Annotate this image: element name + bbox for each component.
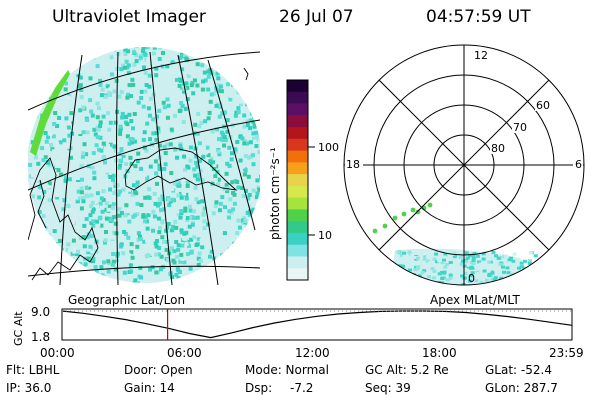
glon-info: GLon: 287.7: [485, 381, 558, 395]
colorbar-segment: [287, 209, 308, 222]
mlt-12-label: 12: [474, 49, 488, 62]
colorbar-segment: [287, 162, 308, 175]
mlat-80-label: 80: [491, 142, 505, 155]
chart-frame: [61, 308, 573, 341]
gain-info: Gain: 14: [124, 381, 175, 395]
date-label: 26 Jul 07: [279, 7, 354, 27]
mlt-6-label: 6: [575, 158, 582, 171]
ip-info: IP: 36.0: [6, 381, 52, 395]
right-panel-title: Apex MLat/MLT: [430, 293, 520, 307]
left-panel-title: Geographic Lat/Lon: [68, 293, 185, 307]
colorbar-segment: [287, 174, 308, 187]
colorbar-segment: [287, 244, 308, 257]
x-tick-2359: 23:59: [549, 346, 584, 360]
y-axis-label: GC Alt: [12, 311, 25, 346]
colorbar-segment: [287, 80, 308, 93]
colorbar-segment: [287, 127, 308, 140]
mlt-0-label: 0: [468, 272, 475, 285]
time-label: 04:57:59 UT: [426, 7, 531, 27]
dsp-label: Dsp:: [245, 381, 273, 395]
colorbar-unit-label: photon cm⁻²s⁻¹: [268, 147, 282, 240]
green-band: [30, 70, 70, 156]
dsp-value: -7.2: [290, 381, 314, 395]
glat-info: GLat: -52.4: [485, 363, 552, 377]
mlt-18-label: 18: [346, 158, 360, 171]
colorbar-frame: [286, 79, 309, 281]
mlat-60-label: 60: [536, 99, 550, 112]
colorbar-segment: [287, 197, 308, 210]
colorbar-segment: [287, 91, 308, 105]
colorbar-segment: [287, 268, 308, 281]
mode-info: Mode: Normal: [245, 363, 329, 377]
mlat-70-label: 70: [513, 121, 527, 134]
polar-plot: 12 18 6 0 60 70 80: [343, 44, 585, 286]
colorbar-segment: [287, 115, 308, 128]
colorbar-label-10: 10: [318, 229, 332, 242]
altitude-series-line: [61, 310, 573, 339]
x-tick-1800: 18:00: [422, 346, 457, 360]
colorbar-segment: [287, 221, 308, 234]
colorbar-segment: [287, 256, 308, 269]
gc-alt-info: GC Alt: 5.2 Re: [365, 363, 449, 377]
colorbar-segment: [287, 150, 308, 163]
colorbar-segment: [287, 138, 308, 152]
seq-info: Seq: 39: [365, 381, 411, 395]
x-tick-1200: 12:00: [295, 346, 330, 360]
colorbar-segment: [287, 103, 308, 116]
filter-info: Flt: LBHL: [6, 363, 60, 377]
altitude-chart: [61, 308, 573, 341]
x-tick-0000: 00:00: [40, 346, 75, 360]
door-info: Door: Open: [124, 363, 193, 377]
geographic-image: [28, 47, 260, 285]
colorbar-segment: [287, 232, 308, 246]
colorbar-segment: [287, 185, 308, 199]
colorbar-label-100: 100: [318, 141, 339, 154]
colorbar: [286, 79, 309, 281]
y-tick-9: 9.0: [31, 305, 50, 319]
instrument-title: Ultraviolet Imager: [52, 7, 206, 27]
y-tick-1-8: 1.8: [31, 330, 50, 344]
x-tick-0600: 06:00: [167, 346, 202, 360]
